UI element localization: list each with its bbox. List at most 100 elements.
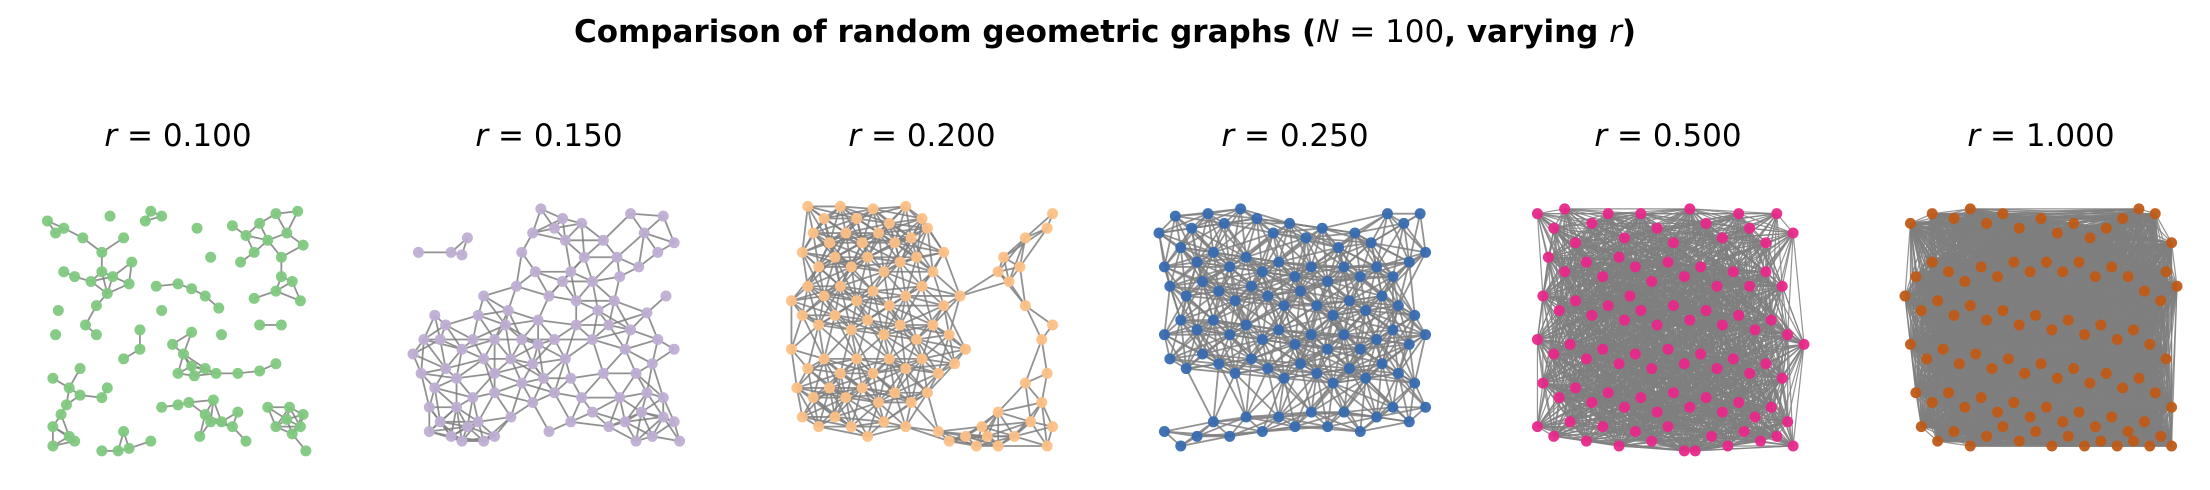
graph-node: [126, 256, 138, 268]
graph-node: [992, 440, 1004, 452]
graph-node: [1684, 401, 1696, 413]
graph-edge: [1019, 266, 1027, 306]
graph-edge: [921, 324, 934, 360]
graph-node: [856, 382, 868, 394]
graph-node: [85, 275, 97, 287]
graph-node: [796, 309, 808, 321]
graph-node: [172, 399, 184, 411]
graph-edge: [818, 324, 858, 360]
graph-node: [1175, 314, 1187, 326]
graph-edge: [997, 411, 1032, 423]
graph-edge: [1781, 378, 1794, 447]
graph-edge: [1300, 362, 1350, 370]
graph-node: [461, 421, 473, 433]
graph-node: [1586, 217, 1598, 229]
graph-edge: [1591, 256, 1620, 316]
graph-edge: [916, 338, 956, 365]
graph-edge: [1673, 377, 1783, 394]
graph-node: [1629, 425, 1641, 437]
graph-node: [1618, 314, 1630, 326]
graph-edge: [883, 392, 928, 423]
graph-edge: [823, 315, 836, 360]
graph-edge: [1343, 304, 1399, 336]
graph-node: [638, 227, 650, 239]
graph-node: [1733, 208, 1745, 220]
graph-edge: [823, 329, 852, 360]
graph-node: [1047, 208, 1059, 220]
graph-edge: [867, 425, 906, 438]
graph-edge: [1792, 232, 1805, 345]
graph-edge: [1326, 377, 1367, 428]
graph-node: [1343, 363, 1355, 375]
graph-node: [1371, 261, 1383, 273]
graph-node: [578, 251, 590, 263]
graph-edge: [570, 420, 609, 428]
graph-edge: [1316, 334, 1345, 374]
graph-node: [74, 389, 86, 401]
graph-node: [1273, 324, 1285, 336]
graph-node: [960, 430, 972, 442]
graph-edge: [1245, 222, 1291, 258]
graph-edge: [592, 411, 626, 423]
graph-node: [559, 353, 571, 365]
graph-edge: [1700, 319, 1772, 355]
graph-edge: [423, 338, 447, 370]
graph-node: [1771, 430, 1783, 442]
graph-node: [1678, 358, 1690, 370]
graph-node: [1305, 261, 1317, 273]
graph-node: [970, 440, 982, 452]
graph-edge: [1381, 295, 1394, 331]
graph-node: [619, 416, 631, 428]
graph-node: [608, 295, 620, 307]
graph-node: [1322, 343, 1334, 355]
graph-node: [1207, 246, 1219, 258]
graph-node: [205, 416, 217, 428]
graph-node: [1191, 430, 1203, 442]
graph-node: [791, 382, 803, 394]
graph-edge: [564, 338, 594, 360]
graph-edge: [802, 314, 852, 331]
graph-node: [1273, 256, 1285, 268]
graph-node: [226, 220, 238, 232]
graph-edge: [1375, 305, 1400, 341]
graph-node: [1744, 367, 1756, 379]
graph-edge: [635, 416, 664, 442]
graph-edge: [613, 300, 632, 331]
graph-edge: [1542, 213, 1642, 297]
graph-node: [535, 203, 547, 215]
graph-edge: [1392, 329, 1400, 374]
graph-node: [270, 208, 282, 220]
graph-node: [210, 367, 222, 379]
graph-node: [1414, 208, 1426, 220]
graph-node: [1409, 377, 1421, 389]
figure-title-n-eq: = 100: [1339, 14, 1445, 50]
graph-node: [668, 343, 680, 355]
graph-plot: [1531, 203, 1810, 457]
graph-node: [532, 338, 544, 350]
graph-edge: [834, 314, 858, 360]
graph-edge: [1180, 222, 1225, 249]
graph-node: [878, 266, 890, 278]
graph-node: [921, 222, 933, 234]
graph-edge: [1787, 233, 1794, 335]
graph-node: [1387, 401, 1399, 413]
graph-node: [1354, 271, 1366, 283]
graph-node: [1570, 295, 1582, 307]
graph-node: [641, 387, 653, 399]
graph-node: [1624, 290, 1636, 302]
graph-node: [1646, 363, 1658, 375]
graph-edge: [1343, 232, 1356, 268]
graph-node: [845, 324, 857, 336]
graph-node: [630, 367, 642, 379]
graph-node: [1036, 396, 1048, 408]
graph-edge: [1251, 357, 1301, 365]
graph-edge: [850, 329, 890, 360]
graph-edge: [1228, 300, 1237, 335]
graph-node: [451, 401, 463, 413]
graph-node: [1684, 314, 1696, 326]
graph-edge: [1277, 378, 1286, 418]
graph-node: [1662, 421, 1674, 433]
graph-edge: [1419, 213, 1427, 253]
graph-node: [668, 237, 680, 249]
graph-edge: [1305, 232, 1355, 239]
